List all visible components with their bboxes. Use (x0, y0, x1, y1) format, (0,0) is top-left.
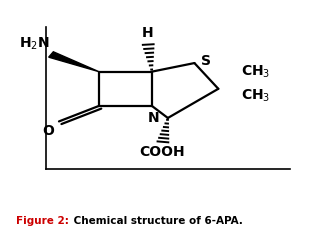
Text: N: N (147, 111, 159, 125)
Text: CH$_3$: CH$_3$ (241, 64, 270, 80)
Text: CH$_3$: CH$_3$ (241, 88, 270, 104)
Polygon shape (49, 52, 99, 72)
Text: H$_2$N: H$_2$N (19, 36, 50, 52)
Text: O: O (42, 124, 54, 138)
Text: S: S (201, 54, 211, 68)
Text: Figure 2:: Figure 2: (16, 216, 69, 226)
Text: COOH: COOH (140, 146, 185, 159)
Text: H: H (142, 26, 154, 40)
Text: Chemical structure of 6-APA.: Chemical structure of 6-APA. (70, 216, 243, 226)
